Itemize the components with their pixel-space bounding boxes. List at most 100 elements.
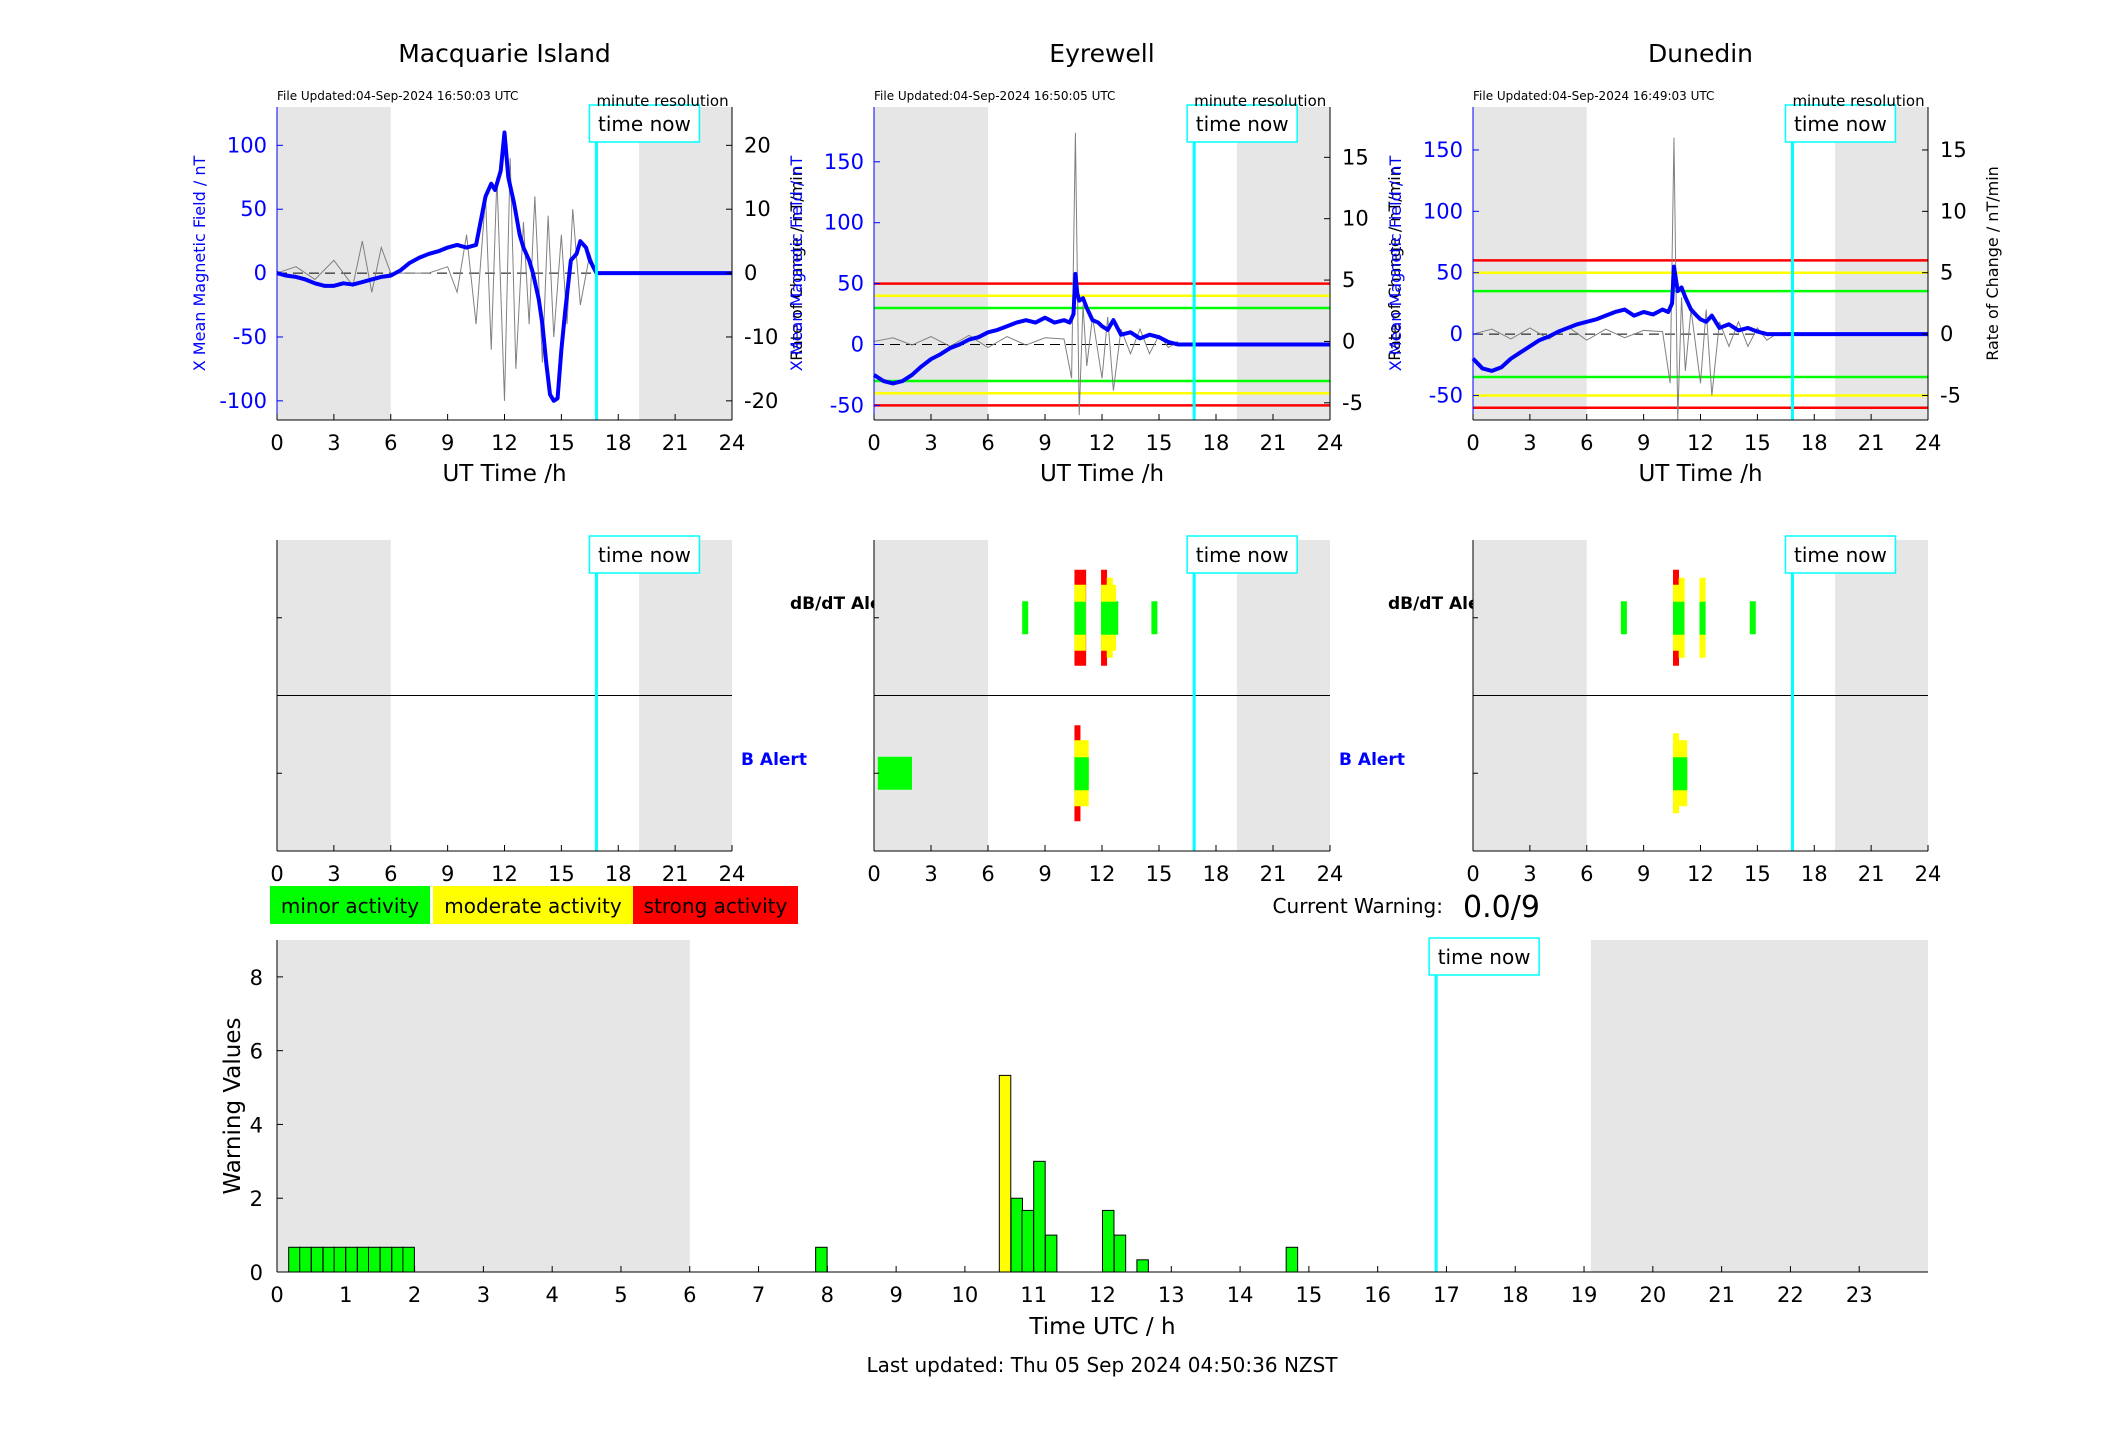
- x-tick-label: 12: [1089, 862, 1116, 886]
- x-tick-label: 3: [327, 862, 340, 886]
- station-line-plot: time now minute resolution 0 3 6 9 12 15 18 21 24 -…: [190, 39, 806, 487]
- x-tick-label: 17: [1433, 1283, 1460, 1307]
- warning-bar: [1102, 1209, 1115, 1273]
- strong-activity-label: strong activity: [644, 894, 788, 918]
- alert-mark: [1620, 601, 1627, 635]
- file-updated-label: File Updated:04-Sep-2024 16:50:03 UTC: [277, 89, 518, 103]
- x-tick-label: 11: [1020, 1283, 1047, 1307]
- file-updated-label: File Updated:04-Sep-2024 16:50:05 UTC: [874, 89, 1115, 103]
- magnetic-field-series: [276, 130, 732, 403]
- y-tick-label: 2: [250, 1187, 263, 1211]
- x-tick-label: 15: [1296, 1283, 1323, 1307]
- x-tick-label: 0: [1466, 431, 1479, 455]
- file-updated-label: File Updated:04-Sep-2024 16:49:03 UTC: [1473, 89, 1714, 103]
- night-shade: [277, 940, 690, 1272]
- x-axis-label: UT Time /h: [442, 461, 566, 487]
- x-tick-label: 18: [1801, 862, 1828, 886]
- b-alert-label: B Alert: [1339, 750, 1405, 770]
- x-tick-label: 2: [408, 1283, 421, 1307]
- alert-mark: [1151, 601, 1158, 635]
- x-tick-label: 24: [1915, 862, 1942, 886]
- x-tick-label: 21: [1260, 431, 1287, 455]
- time-now-box: [1428, 937, 1540, 976]
- time-now-label: time now: [1794, 112, 1887, 136]
- magnetic-field-series: [1471, 264, 1928, 373]
- night-shade: [1590, 940, 1928, 1272]
- x-tick-label: 15: [548, 431, 575, 455]
- y2-tick-label: 20: [744, 133, 771, 157]
- y2-axis-label: Rate of Change / nT/min: [1983, 166, 2002, 361]
- warning-bar: [322, 1246, 336, 1273]
- moderate-activity-swatch: [433, 886, 633, 924]
- y-tick-label: -50: [233, 325, 267, 349]
- time-now-box: [1784, 104, 1897, 143]
- x-tick-label: 18: [1203, 862, 1230, 886]
- station-title: Macquarie Island: [398, 39, 611, 68]
- time-now-label: time now: [1794, 543, 1887, 567]
- x-tick-label: 3: [477, 1283, 490, 1307]
- x-axis-label: UT Time /h: [1040, 461, 1164, 487]
- y-tick-label: 0: [851, 332, 864, 356]
- y-axis-label: Warning Values: [220, 1017, 246, 1194]
- x-tick-label: 3: [1523, 862, 1536, 886]
- warning-bar: [1033, 1160, 1046, 1273]
- x-tick-label: 15: [1744, 862, 1771, 886]
- y2-tick-label: 15: [1342, 145, 1369, 169]
- alert-mark: [1749, 601, 1756, 635]
- current-warning: Current Warning: 0.0/9: [1273, 890, 1540, 925]
- station-line-plot: time now minute resolution 0 3 6 9 12 15 18 21 24 -…: [787, 39, 1404, 487]
- x-tick-label: 5: [614, 1283, 627, 1307]
- y2-tick-label: -5: [1940, 383, 1961, 407]
- x-tick-label: 21: [1260, 862, 1287, 886]
- time-now-label: time now: [598, 543, 691, 567]
- x-tick-label: 22: [1777, 1283, 1804, 1307]
- x-tick-label: 8: [821, 1283, 834, 1307]
- time-now-label: time now: [1196, 543, 1289, 567]
- x-tick-label: 9: [1038, 862, 1051, 886]
- y-tick-label: 50: [837, 272, 864, 296]
- x-tick-label: 21: [662, 431, 689, 455]
- time-now-label: time now: [1196, 112, 1289, 136]
- x-tick-label: 9: [1038, 431, 1051, 455]
- minor-activity-label: minor activity: [281, 894, 419, 918]
- y2-tick-label: 10: [744, 197, 771, 221]
- x-tick-label: 6: [384, 431, 397, 455]
- time-now-box: [1784, 535, 1897, 574]
- x-tick-label: 15: [1146, 862, 1173, 886]
- station-title: Dunedin: [1648, 39, 1753, 68]
- x-tick-label: 0: [270, 431, 283, 455]
- minute-resolution-label: minute resolution: [1194, 92, 1326, 110]
- y-tick-label: 0: [250, 1261, 263, 1285]
- night-shade: [277, 107, 391, 420]
- y-tick-label: 100: [227, 133, 267, 157]
- x-tick-label: 12: [491, 431, 518, 455]
- x-tick-label: 6: [981, 431, 994, 455]
- x-tick-label: 21: [662, 862, 689, 886]
- y2-tick-label: 0: [744, 261, 757, 285]
- y2-tick-label: -10: [744, 325, 778, 349]
- x-tick-label: 1: [339, 1283, 352, 1307]
- x-tick-label: 12: [1687, 862, 1714, 886]
- x-tick-label: 6: [981, 862, 994, 886]
- warning-bar: [815, 1246, 828, 1273]
- current-warning-value: 0.0/9: [1463, 890, 1540, 925]
- x-tick-label: 3: [924, 431, 937, 455]
- x-tick-label: 18: [1203, 431, 1230, 455]
- y-tick-label: 50: [1436, 261, 1463, 285]
- time-now-box: [1186, 535, 1298, 574]
- x-tick-label: 21: [1858, 431, 1885, 455]
- y2-tick-label: 5: [1342, 268, 1355, 292]
- x-tick-label: 24: [719, 862, 746, 886]
- alert-mark: [877, 756, 912, 790]
- y2-tick-label: 10: [1940, 199, 1967, 223]
- x-tick-label: 9: [1637, 862, 1650, 886]
- warning-bar: [333, 1246, 347, 1273]
- y2-axis-label: Rate of Change / nT/min: [787, 166, 806, 361]
- y-tick-label: -100: [219, 389, 267, 413]
- x-tick-label: 12: [1089, 431, 1116, 455]
- alert-mark: [1699, 601, 1706, 635]
- x-tick-label: 0: [270, 1283, 283, 1307]
- x-tick-label: 15: [548, 862, 575, 886]
